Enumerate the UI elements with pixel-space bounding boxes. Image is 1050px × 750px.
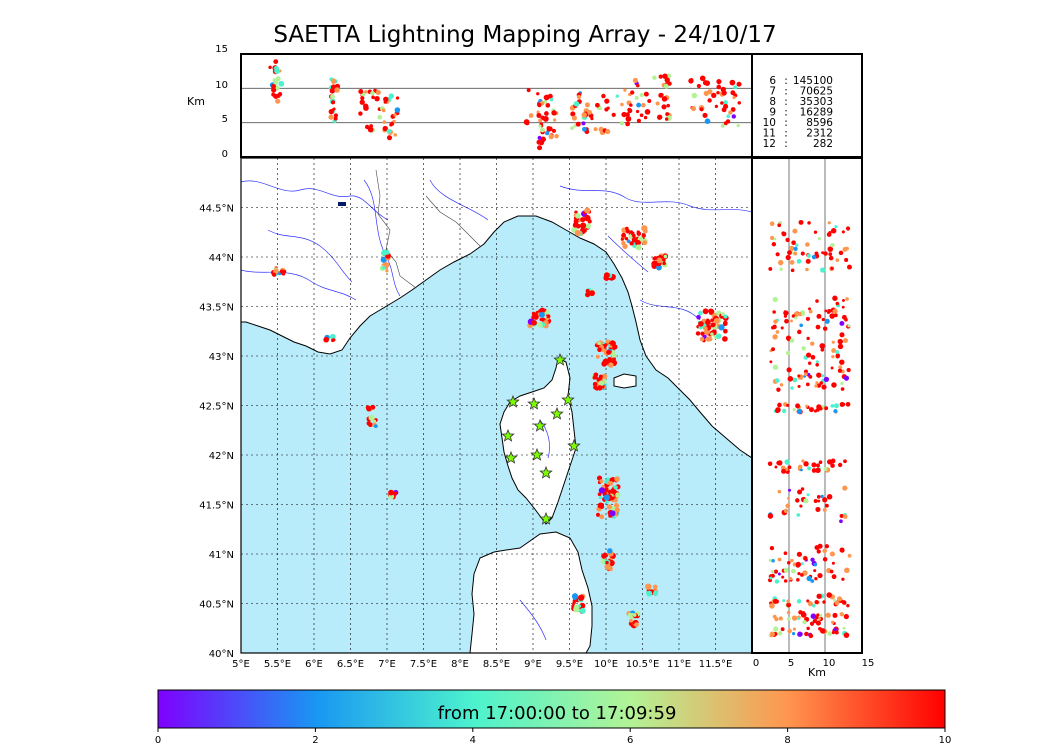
longitude-label: 11°E	[667, 659, 691, 670]
borders	[375, 169, 481, 289]
station-count-sep: :	[784, 138, 788, 150]
colorbar-tick: 10	[939, 735, 952, 746]
colorbar-tick: 0	[155, 735, 161, 746]
longitude-label: 8.5°E	[483, 659, 510, 670]
latitude-label: 44.5°N	[199, 204, 234, 215]
lma-station-marker	[506, 394, 520, 408]
lma-station-marker	[539, 465, 553, 479]
altitude-tick: 10	[215, 80, 228, 91]
longitude-label: 11.5°E	[699, 659, 733, 670]
latitude-label: 40°N	[209, 649, 234, 660]
station-count-value: 145100	[793, 75, 833, 87]
station-count-value: 8596	[806, 117, 833, 129]
station-count-value: 282	[813, 138, 833, 150]
station-count-value: 35303	[800, 96, 833, 108]
station-count-stations: 9	[769, 107, 776, 119]
longitude-label: 9.5°E	[556, 659, 583, 670]
longitude-label: 7°E	[378, 659, 396, 670]
chart-title: SAETTA Lightning Mapping Array - 24/10/1…	[273, 22, 777, 48]
station-count-sep: :	[784, 107, 788, 119]
station-count-stations: 7	[769, 86, 776, 98]
altitude-panel[interactable]: Km 0 5 10 15	[187, 44, 753, 160]
station-count-value: 16289	[800, 107, 833, 119]
lake-geneva	[338, 202, 346, 206]
side-sources	[767, 219, 852, 639]
side-tick: 0	[753, 658, 759, 669]
side-tick: 10	[823, 658, 836, 669]
station-count-sep: :	[784, 86, 788, 98]
lma-station-marker	[530, 447, 544, 461]
latitude-label: 43°N	[209, 352, 234, 363]
colorbar-tick: 2	[312, 735, 318, 746]
latitude-label: 41.5°N	[199, 501, 234, 512]
latitude-label: 42.5°N	[199, 402, 234, 413]
lma-station-marker	[553, 352, 567, 366]
lma-station-marker	[527, 396, 541, 410]
latitude-label: 43.5°N	[199, 303, 234, 314]
longitude-label: 10.5°E	[626, 659, 660, 670]
station-count-stations: 8	[769, 96, 776, 108]
longitude-label: 6.5°E	[337, 659, 364, 670]
station-count-stations: 6	[769, 75, 776, 87]
station-count-stations: 10	[763, 117, 776, 129]
map-gridlines	[241, 158, 752, 653]
latitude-label: 40.5°N	[199, 600, 234, 611]
elba-island	[613, 373, 637, 389]
altitude-unit: Km	[187, 95, 205, 108]
altitude-tick: 5	[222, 114, 228, 125]
side-tick: 5	[788, 658, 794, 669]
station-count-box: 6:1451007:706258:353039:1628910:859611:2…	[751, 53, 863, 158]
altitude-tick: 15	[215, 44, 228, 55]
corsica-island	[499, 357, 577, 525]
lma-station-marker	[533, 418, 547, 432]
longitude-label: 7.5°E	[410, 659, 437, 670]
longitude-label: 10°E	[594, 659, 618, 670]
side-tick: 15	[862, 658, 875, 669]
station-count-sep: :	[784, 75, 788, 87]
longitude-label: 5°E	[232, 659, 250, 670]
longitude-labels: 5°E 5.5°E 6°E 6.5°E 7°E 7.5°E 8°E 8.5°E 9°E 9.5°E…	[232, 659, 732, 670]
latitude-label: 44°N	[209, 253, 234, 264]
map-panel[interactable]	[240, 157, 753, 654]
side-unit: Km	[808, 666, 826, 679]
station-count-sep: :	[784, 117, 788, 129]
station-count-sep: :	[784, 96, 788, 108]
colorbar-tick: 6	[627, 735, 633, 746]
station-count-stations: 11	[763, 128, 776, 140]
lma-stations	[501, 352, 581, 525]
latitude-label: 41°N	[209, 550, 234, 561]
station-count-sep: :	[784, 128, 788, 140]
lma-station-marker	[501, 428, 515, 442]
longitude-label: 9°E	[524, 659, 542, 670]
latitude-label: 42°N	[209, 451, 234, 462]
colorbar-tick: 4	[470, 735, 476, 746]
lma-station-marker	[561, 392, 575, 406]
station-count-stations: 12	[763, 138, 776, 150]
rivers	[241, 179, 752, 641]
colorbar-caption: from 17:00:00 to 17:09:59	[438, 703, 677, 724]
station-count-value: 2312	[806, 128, 833, 140]
latitude-labels: 40°N 40.5°N 41°N 41.5°N 42°N 42.5°N 43°N 43.5°N…	[199, 204, 234, 661]
lma-station-marker	[567, 438, 581, 452]
station-count-value: 70625	[800, 86, 833, 98]
altitude-sources	[268, 59, 742, 151]
side-frame	[751, 157, 863, 654]
altitude-tick: 0	[222, 149, 228, 160]
longitude-label: 6°E	[305, 659, 323, 670]
lma-station-marker	[504, 450, 518, 464]
sardinia-island	[469, 531, 593, 653]
colorbar-tick: 8	[784, 735, 790, 746]
longitude-label: 5.5°E	[264, 659, 291, 670]
lma-station-marker	[539, 511, 553, 525]
colorbar: from 17:00:00 to 17:09:59 0 2 4 6 8 10	[155, 689, 952, 746]
longitude-label: 8°E	[451, 659, 469, 670]
lightning-sources	[270, 207, 729, 629]
lma-station-marker	[550, 406, 564, 420]
side-altitude-panel[interactable]: 0 5 10 15 Km	[751, 157, 875, 679]
